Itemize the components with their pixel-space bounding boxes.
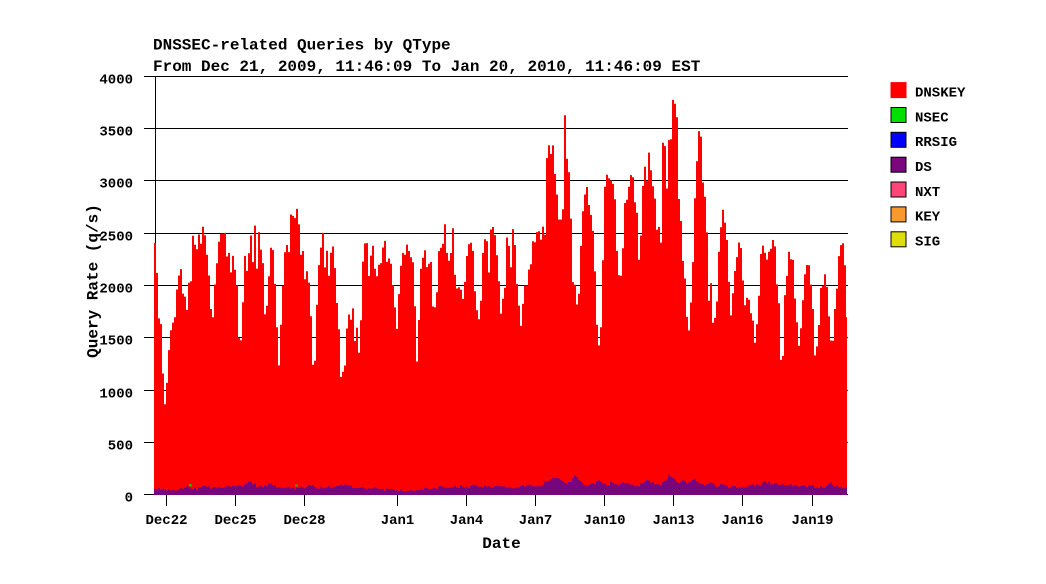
svg-text:Dec28: Dec28 — [283, 513, 325, 529]
svg-text:Dec22: Dec22 — [145, 513, 187, 529]
svg-text:Jan13: Jan13 — [652, 513, 694, 529]
svg-text:3000: 3000 — [99, 177, 133, 193]
svg-text:SIG: SIG — [915, 235, 940, 251]
svg-text:Jan16: Jan16 — [721, 513, 763, 529]
svg-text:Jan4: Jan4 — [450, 513, 484, 529]
svg-text:2500: 2500 — [99, 230, 133, 246]
svg-text:NXT: NXT — [915, 185, 940, 201]
svg-text:RRSIG: RRSIG — [915, 135, 957, 151]
svg-text:Dec25: Dec25 — [214, 513, 256, 529]
svg-text:Jan10: Jan10 — [583, 513, 625, 529]
svg-text:NSEC: NSEC — [915, 110, 949, 126]
svg-text:Query Rate (q/s): Query Rate (q/s) — [85, 204, 103, 358]
svg-text:KEY: KEY — [915, 210, 941, 226]
svg-text:1000: 1000 — [99, 387, 133, 403]
svg-text:4000: 4000 — [99, 73, 133, 89]
svg-text:Date: Date — [482, 535, 520, 553]
svg-text:DS: DS — [915, 160, 932, 176]
svg-text:From Dec 21, 2009, 11:46:09 To: From Dec 21, 2009, 11:46:09 To Jan 20, 2… — [153, 58, 701, 76]
svg-text:1500: 1500 — [99, 334, 133, 350]
svg-text:500: 500 — [108, 439, 133, 455]
svg-text:3500: 3500 — [99, 125, 133, 141]
svg-text:0: 0 — [125, 491, 133, 507]
svg-text:DNSSEC-related Queries by QTyp: DNSSEC-related Queries by QType — [153, 37, 451, 55]
svg-text:DNSKEY: DNSKEY — [915, 85, 966, 101]
svg-text:Jan19: Jan19 — [791, 513, 833, 529]
svg-text:Jan1: Jan1 — [381, 513, 415, 529]
svg-text:2000: 2000 — [99, 282, 133, 298]
svg-text:Jan7: Jan7 — [519, 513, 553, 529]
